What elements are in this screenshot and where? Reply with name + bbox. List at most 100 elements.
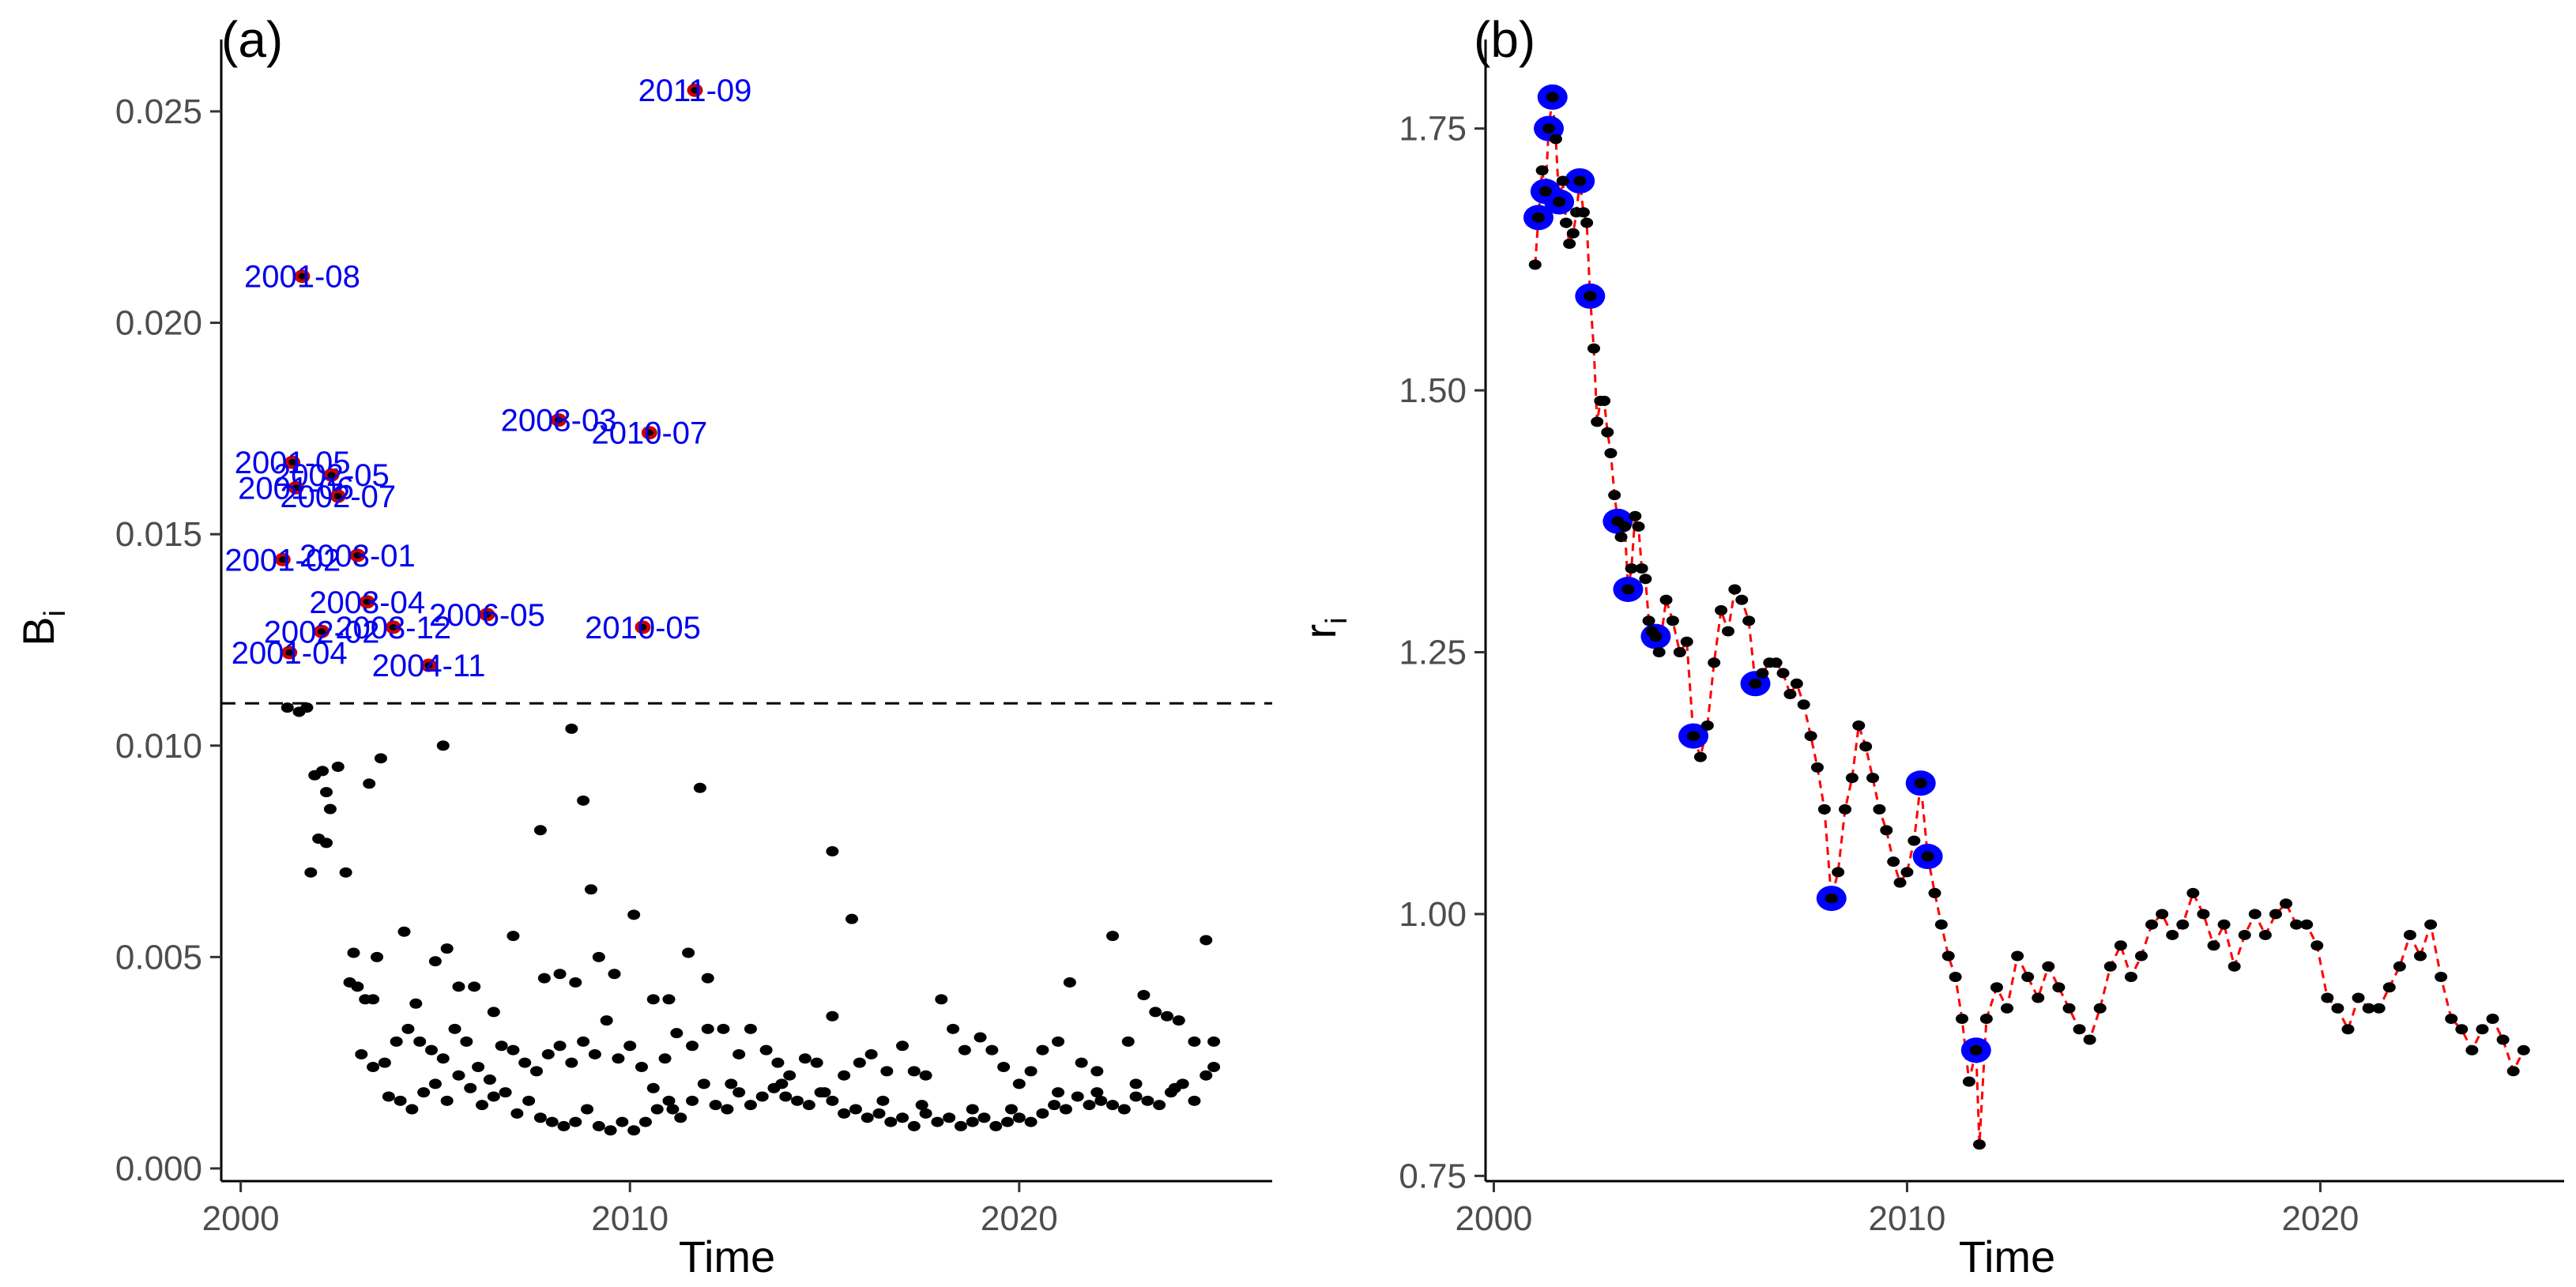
panel-b-point xyxy=(1528,259,1542,270)
panel-b-point xyxy=(1839,803,1851,815)
panel-a-outlier-label: 2003-12 xyxy=(335,611,451,645)
panel-a-outlier-point-core xyxy=(292,484,300,491)
panel-b-point xyxy=(1614,532,1628,543)
panel-b-point xyxy=(1873,803,1886,815)
panel-b-point xyxy=(1941,950,1955,961)
panel-b-point xyxy=(1908,835,1921,846)
panel-a-point xyxy=(646,1082,660,1093)
panel-a-point xyxy=(1036,1108,1049,1119)
panel-a-point xyxy=(436,740,450,751)
panel-b-point xyxy=(1832,867,1845,878)
panel-a-point xyxy=(666,1104,680,1115)
panel-a-point xyxy=(1024,1066,1038,1077)
panel-a-point xyxy=(864,1048,878,1059)
panel-b-point xyxy=(1584,291,1597,302)
panel-b-point xyxy=(1921,851,1934,862)
panel-a-point xyxy=(592,951,605,962)
panel-b-point xyxy=(2455,1024,2469,1035)
panel-a-point xyxy=(1012,1078,1026,1089)
panel-b-point xyxy=(1573,175,1587,186)
panel-b-point xyxy=(1756,668,1769,679)
panel-a-y-tick-label: 0.010 xyxy=(115,727,202,766)
panel-a-point xyxy=(1117,1104,1131,1115)
panel-b-point xyxy=(1797,699,1810,710)
panel-a-outlier-label: 2003-04 xyxy=(309,585,425,620)
panel-a-outlier-point-core xyxy=(285,649,294,657)
panel-b-point xyxy=(1535,165,1549,176)
panel-a-point xyxy=(483,1074,496,1086)
panel-a-point xyxy=(553,1041,567,1052)
panel-a-point xyxy=(1121,1036,1135,1047)
panel-a-outlier-label: 2011-09 xyxy=(638,73,752,108)
panel-a-tag: (a) xyxy=(221,11,283,68)
panel-b-series-line xyxy=(1534,96,2525,1145)
panel-a-point xyxy=(896,1112,910,1123)
panel-a-point xyxy=(464,1082,477,1093)
panel-b-point xyxy=(2145,919,2159,930)
panel-b-point xyxy=(1587,343,1601,354)
panel-a-point xyxy=(872,1108,886,1119)
panel-a-point xyxy=(405,1104,419,1115)
panel-b-point xyxy=(1790,678,1803,689)
panel-b-point xyxy=(1866,773,1880,784)
panel-b-point xyxy=(1728,584,1742,595)
panel-a-point xyxy=(662,994,676,1005)
panel-a-point xyxy=(1168,1082,1181,1093)
panel-a-point xyxy=(608,969,621,980)
panel-a-point xyxy=(565,1057,578,1068)
panel-a-point xyxy=(974,1032,987,1043)
panel-a-point xyxy=(1052,1087,1065,1098)
panel-b-point xyxy=(1900,867,1914,878)
panel-b-point xyxy=(1608,490,1621,501)
panel-a-outlier-point-core xyxy=(483,611,491,618)
panel-a-point xyxy=(670,1028,684,1039)
panel-a-outlier-point-core xyxy=(645,429,653,436)
panel-b-highlights xyxy=(1523,84,1991,1063)
panel-a-point xyxy=(378,1057,391,1068)
panel-b-point xyxy=(2166,929,2179,940)
panel-b-y-tick-label: 0.75 xyxy=(1399,1157,1467,1195)
panel-a-point xyxy=(1048,1100,1061,1111)
panel-a-point xyxy=(1090,1066,1104,1077)
panel-a-point xyxy=(802,1100,815,1111)
panel-a-point xyxy=(931,1116,944,1127)
panel-a-point xyxy=(304,867,318,878)
panel-a-x-tick-label: 2010 xyxy=(591,1199,668,1238)
panel-a-point xyxy=(409,998,423,1009)
panel-b-point xyxy=(1735,594,1749,605)
panel-b-point xyxy=(1956,1014,1969,1025)
panel-b-point xyxy=(1721,626,1734,637)
panel-b-point xyxy=(2032,992,2045,1003)
panel-b-point xyxy=(2445,1014,2458,1025)
panel-a-point xyxy=(755,1091,769,1102)
panel-a-y-tick-label: 0.000 xyxy=(115,1150,202,1188)
panel-b-point xyxy=(2248,909,2262,920)
panel-a-point xyxy=(300,702,314,713)
panel-a-point xyxy=(775,1078,789,1089)
panel-b-y-axis-title-sub: i xyxy=(1320,617,1354,623)
panel-b-point xyxy=(2083,1034,2096,1045)
panel-b-point xyxy=(2228,961,2241,972)
panel-a-point xyxy=(320,837,333,849)
panel-a-point xyxy=(783,1070,797,1081)
panel-b-point xyxy=(2186,887,2200,898)
panel-b-y-tick-label: 1.25 xyxy=(1399,634,1467,672)
panel-a-outlier-point-core xyxy=(389,623,397,630)
panel-b-point xyxy=(2382,982,2396,993)
panel-a-point xyxy=(919,1070,932,1081)
panel-b-point xyxy=(1783,689,1797,700)
panel-b-point xyxy=(1687,731,1700,742)
panel-b-point xyxy=(1642,615,1655,627)
panel-a-point xyxy=(557,1120,571,1131)
panel-b-tag: (b) xyxy=(1474,11,1535,68)
panel-a-point xyxy=(717,1023,730,1034)
panel-b-point xyxy=(1635,563,1648,574)
panel-b-x-axis-title: Time xyxy=(1959,1232,2055,1281)
panel-a-point xyxy=(1188,1036,1201,1047)
panel-a-point xyxy=(1083,1100,1096,1111)
panel-b-y-tick-label: 1.50 xyxy=(1399,371,1467,410)
panel-a-point xyxy=(1071,1091,1084,1102)
panel-a-point xyxy=(744,1100,757,1111)
panel-b-point xyxy=(1629,510,1642,521)
